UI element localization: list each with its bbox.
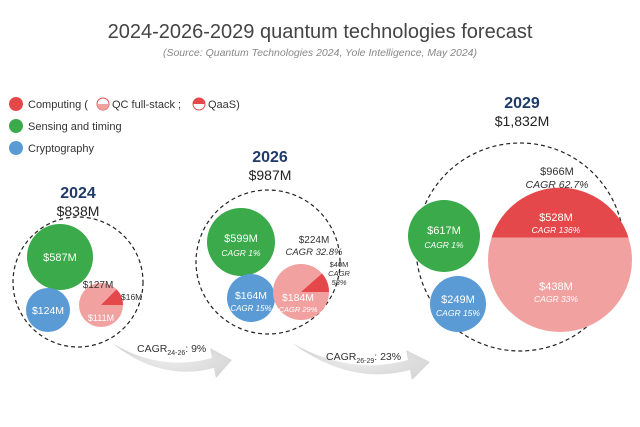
qc-value-2024: $111M — [88, 313, 114, 323]
legend-label-sensing: Sensing and timing — [28, 121, 122, 133]
crypto-bubble-2029 — [430, 276, 486, 332]
year-group-2026: 2026 $987M $599M CAGR 1% $164M CAGR 15% … — [195, 149, 350, 335]
chart-title: 2024-2026-2029 quantum technologies fore… — [108, 21, 533, 43]
crypto-bubble-2026 — [227, 274, 275, 322]
sensing-value-2026: $599M — [224, 233, 258, 245]
year-outline-2024 — [12, 216, 144, 348]
sensing-bubble-2026 — [207, 208, 275, 276]
growth-label-2026-2029: CAGR26-29: 23% — [326, 351, 401, 365]
computing-cagr-2029: CAGR 62.7% — [525, 179, 588, 191]
sensing-value-2029: $617M — [427, 225, 461, 237]
legend-label-crypto: Cryptography — [28, 143, 95, 155]
legend-item-sensing: Sensing and timing — [9, 119, 122, 133]
legend-swatch-qaas — [192, 97, 206, 111]
year-group-2029: 2029 $1,832M $617M CAGR 1% $249M CAGR 15… — [408, 95, 632, 352]
qc-value-2026: $184M — [282, 292, 314, 304]
qaas-value-2029: $528M — [539, 212, 573, 224]
legend-swatch-qc-full-stack — [96, 97, 110, 111]
crypto-cagr-2029: CAGR 15% — [436, 308, 480, 318]
sensing-value-2024: $587M — [43, 252, 77, 264]
crypto-value-2026: $164M — [235, 290, 267, 302]
qaas-wedge-2024 — [101, 289, 124, 305]
qc-cagr-2026: CAGR 29% — [279, 305, 318, 314]
legend-swatch-computing — [9, 97, 23, 111]
legend-swatch-sensing — [9, 119, 23, 133]
year-label-2026: 2026 — [252, 149, 288, 166]
legend-label-computing: Computing ( — [28, 99, 88, 111]
qaas-value-2026: $40M — [330, 260, 349, 269]
growth-arrow-2026-2029: CAGR26-29: 23% — [292, 343, 430, 380]
qaas-cagr-2029: CAGR 136% — [532, 225, 581, 235]
computing-total-2026: $224M — [299, 235, 330, 246]
growth-arrow-2024-2026: CAGR24-26: 9% — [112, 343, 232, 378]
legend: Computing ( QC full-stack ; QaaS) Sensin… — [9, 97, 240, 155]
chart-subtitle: (Source: Quantum Technologies 2024, Yole… — [163, 47, 477, 59]
legend-swatch-crypto — [9, 141, 23, 155]
qaas-cagr-value-2026: 58% — [331, 278, 346, 287]
qaas-value-2024: $16M — [121, 292, 142, 302]
qaas-cagr-label-2026: CAGR — [328, 269, 350, 278]
computing-total-2024: $127M — [83, 280, 114, 291]
sensing-bubble-2024 — [27, 224, 93, 290]
legend-label-qc-full-stack: QC full-stack ; — [112, 99, 181, 111]
sensing-bubble-2029 — [408, 200, 480, 272]
sensing-cagr-2026: CAGR 1% — [221, 248, 261, 258]
crypto-bubble-2024 — [26, 288, 70, 332]
year-group-2024: 2024 $838M $587M $124M $127M $16M $111M — [12, 185, 144, 348]
growth-arrow-shape-2024-2026 — [112, 343, 232, 378]
year-label-2029: 2029 — [504, 95, 540, 112]
year-total-2024: $838M — [57, 203, 100, 219]
growth-arrow-shape-2026-2029 — [292, 343, 430, 380]
year-label-2024: 2024 — [60, 185, 96, 202]
qaas-wedge-2026 — [301, 273, 329, 292]
year-total-2029: $1,832M — [495, 113, 549, 129]
qc-cagr-2029: CAGR 33% — [534, 294, 578, 304]
year-total-2026: $987M — [249, 167, 292, 183]
legend-label-qaas: QaaS) — [208, 99, 240, 111]
computing-cagr-2026: CAGR 32.8% — [285, 247, 343, 258]
computing-total-2029: $966M — [540, 166, 574, 178]
legend-item-crypto: Cryptography — [9, 141, 95, 155]
crypto-cagr-2026: CAGR 15% — [230, 304, 271, 313]
qc-value-2029: $438M — [539, 281, 573, 293]
growth-label-2024-2026: CAGR24-26: 9% — [137, 343, 206, 357]
crypto-value-2024: $124M — [32, 305, 64, 317]
crypto-value-2029: $249M — [441, 294, 475, 306]
legend-item-computing: Computing ( QC full-stack ; QaaS) — [9, 97, 240, 111]
sensing-cagr-2029: CAGR 1% — [424, 240, 464, 250]
qaas-segment-2029 — [491, 187, 629, 238]
year-outline-2026 — [195, 189, 341, 335]
